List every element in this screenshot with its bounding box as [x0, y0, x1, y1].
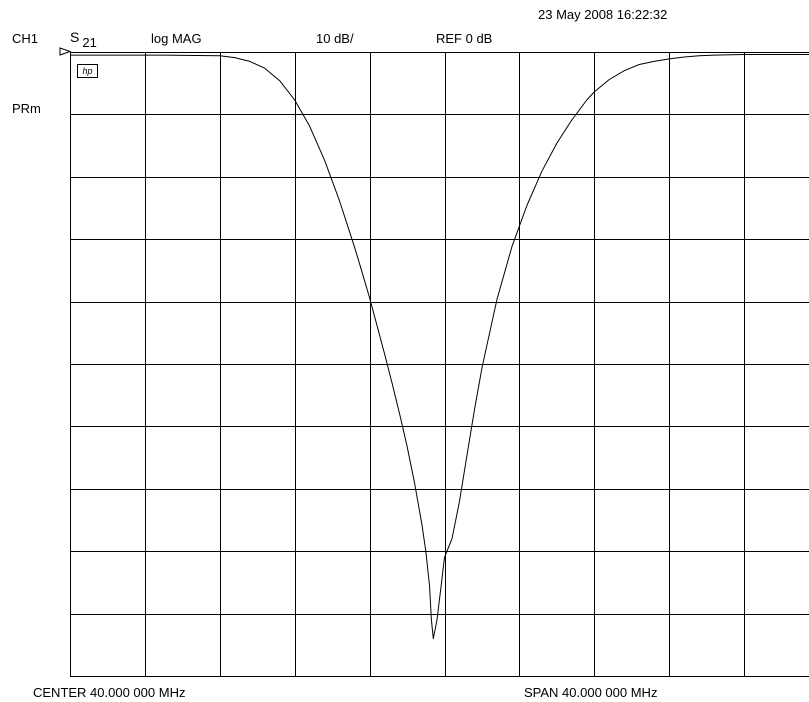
- channel-label: CH1: [12, 31, 39, 46]
- trace-line-0: [70, 54, 809, 640]
- parameter-letter: S: [70, 29, 80, 45]
- reference-label: REF 0 dB: [436, 31, 493, 46]
- reference-level-marker-icon: [59, 47, 72, 56]
- power-mode-label: PRm: [12, 101, 41, 116]
- scale-label: 10 dB/: [316, 31, 354, 46]
- span-label: SPAN 40.000 000 MHz: [524, 685, 658, 700]
- measured-parameter: S 21: [70, 29, 97, 50]
- center-frequency-label: CENTER 40.000 000 MHz: [33, 685, 186, 700]
- grid: [70, 52, 809, 677]
- datetime-stamp: 23 May 2008 16:22:32: [538, 7, 668, 22]
- parameter-subscript: 21: [82, 35, 97, 50]
- format-label: log MAG: [151, 31, 202, 46]
- trace: [70, 54, 809, 640]
- hp-logo-badge: hp: [77, 64, 98, 78]
